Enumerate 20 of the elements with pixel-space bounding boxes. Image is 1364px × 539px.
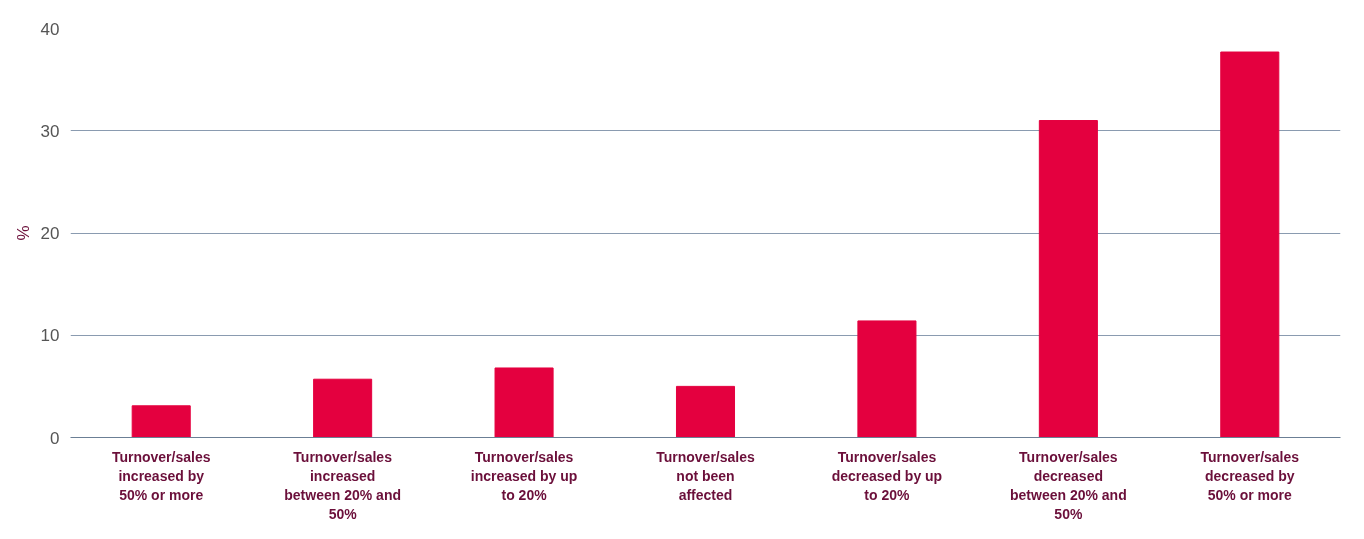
y-tick-label: 20 — [40, 224, 60, 243]
y-tick-label: 10 — [40, 326, 60, 346]
x-tick-label: Turnover/sales decreased by 50% or more — [1200, 448, 1300, 503]
y-tick-label: 30 — [40, 121, 60, 141]
bar — [1038, 120, 1098, 438]
bar — [131, 405, 191, 438]
y-tick-label: 40 — [40, 19, 60, 39]
y-axis-title: % — [13, 225, 33, 241]
x-tick-label: Turnover/sales decreased by up to 20% — [831, 448, 943, 503]
bar — [494, 367, 554, 438]
x-tick-label: Turnover/sales increased by up to 20% — [470, 448, 578, 503]
x-tick-label: Turnover/sales increased between 20% and 50% — [284, 448, 401, 523]
bar — [313, 378, 373, 438]
bar — [675, 385, 736, 438]
x-tick-label: Turnover/sales decreased between 20% and 50% — [1010, 448, 1127, 523]
x-tick-label: Turnover/sales not been affected — [656, 448, 755, 503]
bar — [857, 320, 917, 438]
y-tick-label: 0 — [50, 428, 60, 448]
bar — [1220, 51, 1280, 438]
x-tick-label: Turnover/sales increased by 50% or more — [111, 448, 211, 503]
